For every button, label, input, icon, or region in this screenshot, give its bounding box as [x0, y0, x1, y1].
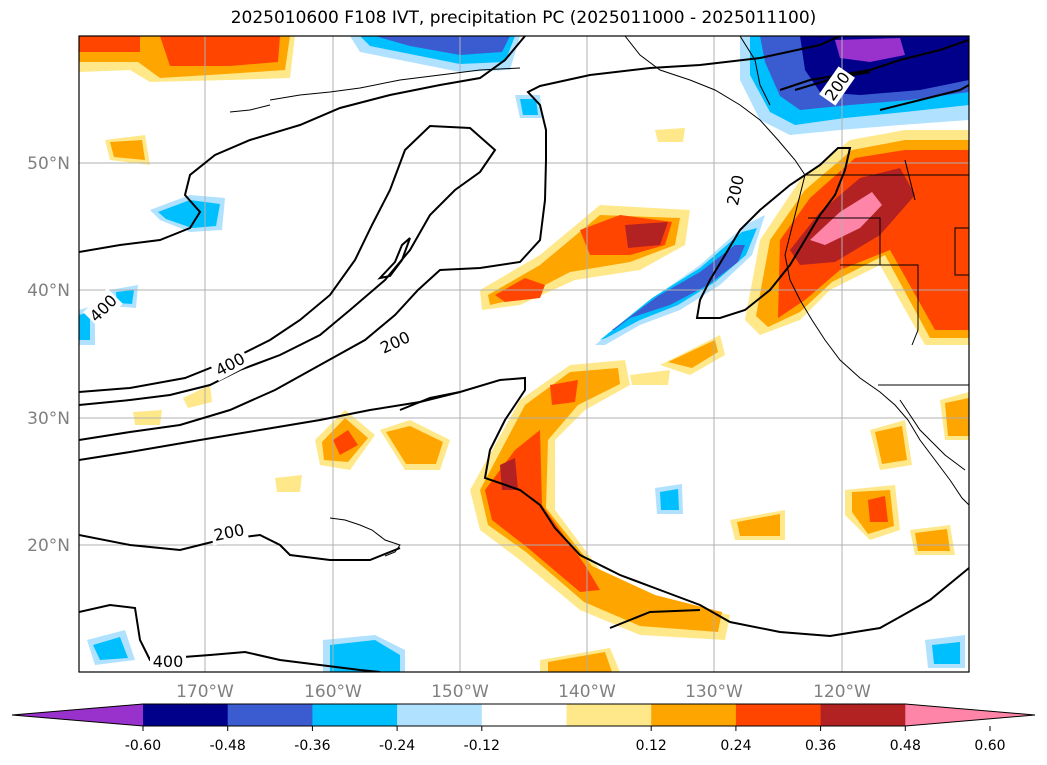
lat-label: 20°N: [27, 536, 70, 556]
ivt-contours: [79, 36, 969, 672]
contour-label: 400: [153, 652, 184, 671]
colorbar-tick-label: -0.48: [210, 738, 246, 754]
colorbar-swatch: [227, 704, 313, 726]
colorbar-tick-label: 0.48: [890, 738, 921, 754]
colorbar-tick-label: -0.60: [125, 738, 161, 754]
colorbar-tick-label: -0.36: [294, 738, 330, 754]
lon-label: 130°W: [685, 682, 743, 702]
colorbar-tick-label: -0.24: [379, 738, 415, 754]
colorbar-tick-label: 0.36: [805, 738, 836, 754]
lon-label: 160°W: [304, 682, 362, 702]
colorbar-swatch: [397, 704, 483, 726]
map-area: [79, 36, 969, 672]
colorbar-swatch: [566, 704, 652, 726]
colorbar-swatch: [143, 704, 229, 726]
colorbar: -0.60 -0.48 -0.36 -0.24 -0.12 0.12 0.24 0.36 0.4…: [11, 703, 1036, 754]
lon-label: 140°W: [558, 682, 616, 702]
filled-contours: [79, 36, 969, 672]
colorbar-tick-label: -0.12: [464, 738, 500, 754]
colorbar-swatch: [312, 704, 398, 726]
colorbar-swatch: [735, 704, 822, 726]
map-title: 2025010600 F108 IVT, precipitation PC (2…: [230, 8, 817, 28]
lon-label: 170°W: [176, 682, 234, 702]
colorbar-swatch: [820, 704, 906, 726]
lon-label: 150°W: [431, 682, 489, 702]
map-frame: [78, 35, 970, 673]
colorbar-tick-label: 0.24: [720, 738, 751, 754]
lat-label: 50°N: [27, 154, 70, 174]
lon-label: 120°W: [813, 682, 871, 702]
colorbar-tick-label: 0.12: [636, 738, 667, 754]
colorbar-extend-max: [905, 704, 1035, 726]
colorbar-swatch: [481, 704, 567, 726]
lat-label: 30°N: [27, 409, 70, 429]
lat-label: 40°N: [27, 281, 70, 301]
colorbar-swatch: [651, 704, 737, 726]
colorbar-extend-min: [12, 704, 143, 726]
colorbar-tick-label: 0.60: [974, 738, 1005, 754]
